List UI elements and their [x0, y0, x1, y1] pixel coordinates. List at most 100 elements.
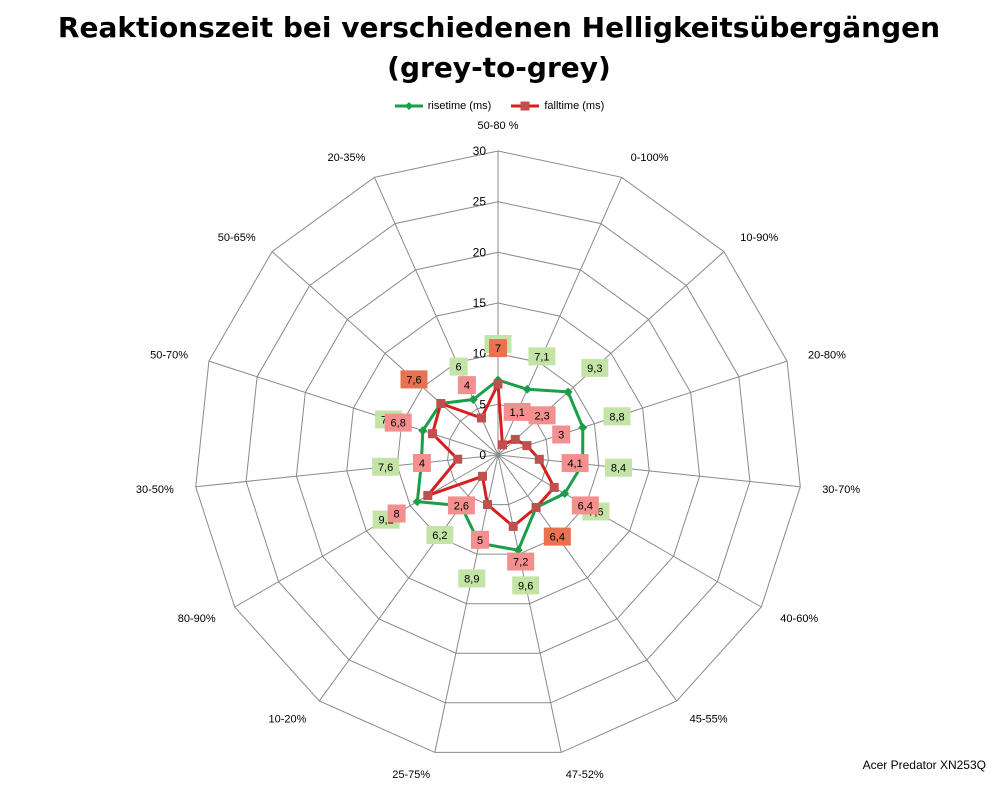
- grid-ring-25: [245, 201, 751, 704]
- legend-item-risetime: risetime (ms): [394, 100, 492, 112]
- grid-ring-20: [295, 251, 701, 654]
- falltime-data-label-bg: [543, 527, 571, 546]
- risetime-data-label-bg: [603, 407, 631, 426]
- risetime-marker: [468, 394, 478, 404]
- risetime-data-label: 8,9: [464, 573, 479, 585]
- falltime-data-label-bg: [457, 376, 476, 395]
- risetime-data-label: 6,2: [432, 530, 447, 542]
- series-line-falltime: [426, 382, 556, 528]
- grid-spoke-5: [497, 454, 762, 608]
- falltime-data-label-bg: [571, 496, 599, 515]
- falltime-data-label: 7,6: [406, 374, 421, 386]
- falltime-data-label: 2,6: [454, 500, 469, 512]
- grid-ring-10: [396, 353, 600, 555]
- chart-title-line2: (grey-to-grey): [387, 51, 611, 84]
- falltime-data-label-bg: [447, 496, 475, 515]
- grid-spoke-9: [318, 454, 499, 702]
- legend-item-falltime: falltime (ms): [510, 100, 604, 112]
- risetime-data-label-bg: [449, 357, 468, 376]
- falltime-marker: [478, 471, 487, 481]
- r-tick-label: 5: [479, 397, 486, 411]
- risetime-data-label-bg: [605, 458, 632, 477]
- falltime-data-label-bg: [507, 552, 535, 571]
- falltime-marker: [522, 441, 532, 451]
- legend-risetime-label: risetime (ms): [427, 100, 492, 112]
- falltime-marker: [423, 491, 433, 500]
- risetime-data-label: 9,3: [587, 363, 602, 375]
- category-label: 20-35%: [327, 152, 365, 164]
- falltime-data-label: 8: [394, 509, 400, 521]
- falltime-data-label: 7: [495, 343, 501, 355]
- falltime-marker: [493, 379, 503, 389]
- falltime-marker: [534, 454, 544, 464]
- legend-risetime-swatch: [394, 102, 423, 110]
- risetime-marker: [522, 384, 532, 394]
- legend-falltime-swatch: [511, 101, 540, 111]
- grid-ring-30: [195, 150, 801, 753]
- grid-ring-15: [346, 302, 650, 605]
- falltime-data-label-bg: [561, 454, 589, 473]
- grid-spoke-6: [497, 454, 678, 702]
- legend: risetime (ms) falltime (ms): [0, 100, 998, 115]
- risetime-data-label-bg: [528, 347, 556, 366]
- monitor-label: Acer Predator XN253Q: [862, 758, 986, 772]
- falltime-marker: [508, 521, 518, 531]
- category-label: 45-55%: [690, 714, 728, 726]
- risetime-data-label-bg: [581, 358, 609, 377]
- risetime-data-label-bg: [372, 457, 400, 476]
- falltime-data-label-bg: [400, 370, 428, 389]
- risetime-data-label: 7,6: [378, 462, 393, 474]
- category-label: 80-90%: [178, 613, 216, 625]
- category-label: 25-75%: [392, 769, 430, 781]
- falltime-data-label-bg: [387, 504, 406, 523]
- risetime-data-label: 9,6: [518, 580, 533, 592]
- grid-spoke-7: [497, 454, 562, 753]
- grid-spoke-12: [208, 360, 499, 456]
- risetime-data-label: 8,8: [609, 411, 624, 423]
- risetime-marker: [412, 497, 422, 507]
- falltime-data-label: 4: [419, 458, 425, 470]
- category-label: 10-90%: [740, 232, 778, 244]
- category-label: 47-52%: [566, 769, 604, 781]
- risetime-marker: [513, 545, 523, 555]
- category-label: 30-70%: [822, 484, 860, 496]
- falltime-marker: [510, 434, 520, 444]
- category-label: 10-20%: [268, 714, 306, 726]
- category-label: 50-65%: [218, 232, 256, 244]
- chart-title-line1: Reaktionszeit bei verschiedenen Helligke…: [57, 11, 941, 44]
- category-label: 50-80 %: [478, 120, 519, 132]
- falltime-marker: [549, 482, 559, 492]
- risetime-marker: [418, 426, 428, 436]
- falltime-data-label-bg: [552, 425, 571, 444]
- falltime-marker: [531, 503, 541, 512]
- falltime-data-label: 6,4: [550, 532, 565, 544]
- grid-ring-5: [447, 403, 549, 506]
- falltime-marker: [436, 399, 446, 408]
- series-line-risetime: [415, 378, 585, 552]
- r-tick-label: 30: [473, 144, 487, 158]
- r-tick-label: 10: [473, 347, 487, 361]
- risetime-data-label-bg: [458, 569, 486, 588]
- r-tick-label: 20: [473, 245, 487, 259]
- grid-spoke-4: [497, 454, 801, 488]
- falltime-marker: [453, 454, 463, 464]
- falltime-data-label: 4: [464, 380, 470, 392]
- category-label: 40-60%: [780, 613, 818, 625]
- falltime-data-label: 6,4: [578, 500, 593, 512]
- falltime-data-label-bg: [384, 413, 412, 432]
- falltime-data-label: 7,2: [513, 557, 528, 569]
- grid-spoke-10: [234, 454, 499, 608]
- falltime-marker: [477, 413, 486, 423]
- risetime-marker: [578, 422, 588, 432]
- falltime-data-label: 2,3: [534, 410, 549, 422]
- falltime-marker: [428, 429, 437, 439]
- category-label: 30-50%: [136, 484, 174, 496]
- risetime-data-label: 8,4: [611, 463, 626, 475]
- risetime-marker: [560, 489, 570, 499]
- risetime-marker: [563, 387, 573, 397]
- category-label: 50-70%: [150, 349, 188, 361]
- grid-spoke-14: [373, 177, 499, 456]
- falltime-data-label-bg: [528, 406, 556, 425]
- falltime-data-label: 6,8: [391, 418, 406, 430]
